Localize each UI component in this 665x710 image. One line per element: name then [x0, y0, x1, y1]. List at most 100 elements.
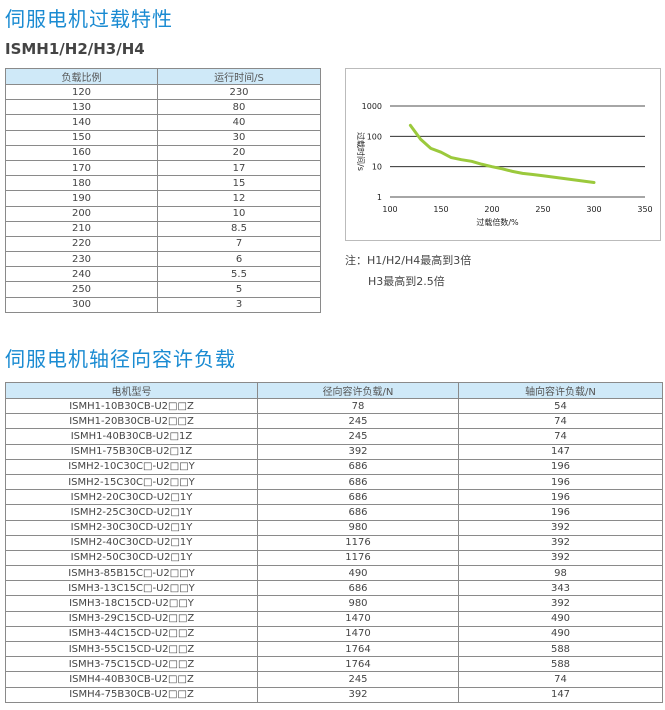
- table-cell: ISMH3-55C15CD-U2□□Z: [5, 640, 258, 658]
- table-row: ISMH2-30C30CD-U2□1Y 980 392: [5, 519, 663, 536]
- table-cell: 686: [257, 580, 459, 597]
- table-cell: 20: [157, 144, 321, 161]
- table-cell: 147: [458, 686, 663, 703]
- table-cell: 392: [458, 519, 663, 536]
- table-row: 160 20: [5, 144, 321, 161]
- table-cell: ISMH2-50C30CD-U2□1Y: [5, 549, 258, 567]
- table-cell: 980: [257, 595, 459, 612]
- table-cell: 98: [458, 565, 663, 582]
- table-cell: ISMH3-18C15CD-U2□□Y: [5, 595, 258, 612]
- data-line: [408, 123, 596, 185]
- header-row: 电机型号 径向容许负载/N 轴向容许负载/N: [5, 382, 663, 399]
- header-cell: 轴向容许负载/N: [458, 382, 663, 399]
- load-table: 电机型号 径向容许负载/N 轴向容许负载/N ISMH1-10B30CB-U2□□Z 7…: [5, 382, 663, 703]
- table-cell: 74: [458, 428, 663, 445]
- table-cell: 78: [257, 397, 459, 415]
- table-row: ISMH2-10C30C□-U2□□Y 686 196: [5, 458, 663, 475]
- table-row: ISMH1-20B30CB-U2□□Z 245 74: [5, 413, 663, 430]
- table-row: 240 5.5: [5, 266, 321, 283]
- table-row: ISMH3-44C15CD-U2□□Z 1470 490: [5, 625, 663, 643]
- table-cell: 392: [257, 686, 459, 703]
- table-cell: ISMH4-40B30CB-U2□□Z: [5, 671, 258, 688]
- table-cell: ISMH2-15C30C□-U2□□Y: [5, 473, 258, 491]
- table-cell: 230: [157, 83, 321, 101]
- table-cell: 74: [458, 413, 663, 430]
- table-cell: 54: [458, 397, 663, 415]
- table-cell: 5.5: [157, 266, 321, 283]
- y-tick-label: 100: [367, 132, 382, 141]
- table-row: ISMH3-75C15CD-U2□□Z 1764 588: [5, 656, 663, 673]
- table-row: 200 10: [5, 205, 321, 222]
- table-row: ISMH2-15C30C□-U2□□Y 686 196: [5, 473, 663, 491]
- table-cell: ISMH3-75C15CD-U2□□Z: [5, 656, 258, 673]
- table-cell: 150: [5, 129, 158, 146]
- table-row: ISMH3-85B15C□-U2□□Y 490 98: [5, 565, 663, 582]
- table-cell: 490: [458, 625, 663, 643]
- overload-table: 负载比例 运行时间/S 120 230 130 80 140 40 150 30 160 20 170 1…: [5, 68, 321, 313]
- table-cell: 240: [5, 266, 158, 283]
- table-row: ISMH2-40C30CD-U2□1Y 1176 392: [5, 534, 663, 551]
- table-cell: 392: [458, 595, 663, 612]
- table-cell: 40: [157, 114, 321, 131]
- table-cell: 140: [5, 114, 158, 131]
- table-row: 120 230: [5, 83, 321, 101]
- table-cell: 245: [257, 671, 459, 688]
- header-cell: 径向容许负载/N: [257, 382, 459, 399]
- table-row: ISMH3-13C15C□-U2□□Y 686 343: [5, 580, 663, 597]
- table-cell: 1176: [257, 534, 459, 551]
- table-row: 180 15: [5, 175, 321, 192]
- table-row: 210 8.5: [5, 220, 321, 237]
- section-title: 伺服电机过载特性: [5, 7, 173, 31]
- y-tick-label: 10: [372, 163, 382, 172]
- table-cell: 588: [458, 656, 663, 673]
- table-cell: 74: [458, 671, 663, 688]
- note-line: H3最高到2.5倍: [368, 275, 445, 288]
- table-cell: ISMH2-25C30CD-U2□1Y: [5, 504, 258, 521]
- table-cell: ISMH1-75B30CB-U2□1Z: [5, 443, 258, 460]
- header-cell: 运行时间/S: [157, 68, 321, 85]
- table-cell: 1764: [257, 656, 459, 673]
- x-axis-label: 过载倍数/%: [476, 217, 519, 227]
- header-cell: 电机型号: [5, 382, 258, 399]
- table-row: 300 3: [5, 296, 321, 313]
- table-cell: ISMH3-29C15CD-U2□□Z: [5, 610, 258, 627]
- table-cell: 196: [458, 458, 663, 475]
- table-cell: ISMH1-40B30CB-U2□1Z: [5, 428, 258, 445]
- table-row: 150 30: [5, 129, 321, 146]
- table-cell: 686: [257, 458, 459, 475]
- table-row: ISMH4-75B30CB-U2□□Z 392 147: [5, 686, 663, 703]
- table-row: ISMH2-25C30CD-U2□1Y 686 196: [5, 504, 663, 521]
- table-row: ISMH4-40B30CB-U2□□Z 245 74: [5, 671, 663, 688]
- table-cell: ISMH1-20B30CB-U2□□Z: [5, 413, 258, 430]
- note-line: 注：H1/H2/H4最高到3倍: [345, 254, 472, 267]
- table-row: 170 17: [5, 159, 321, 177]
- table-cell: 686: [257, 504, 459, 521]
- table-cell: 490: [458, 610, 663, 627]
- x-tick-label: 200: [484, 205, 499, 214]
- table-cell: ISMH2-40C30CD-U2□1Y: [5, 534, 258, 551]
- table-cell: 196: [458, 504, 663, 521]
- table-cell: ISMH1-10B30CB-U2□□Z: [5, 397, 258, 415]
- table-cell: 392: [257, 443, 459, 460]
- table-cell: 160: [5, 144, 158, 161]
- table-row: ISMH3-55C15CD-U2□□Z 1764 588: [5, 640, 663, 658]
- table-cell: 180: [5, 175, 158, 192]
- x-tick-label: 100: [382, 205, 397, 214]
- table-row: 130 80: [5, 99, 321, 116]
- table-cell: 120: [5, 83, 158, 101]
- table-row: ISMH2-20C30CD-U2□1Y 686 196: [5, 489, 663, 506]
- table-cell: 147: [458, 443, 663, 460]
- section-title: 伺服电机轴径向容许负载: [5, 347, 236, 371]
- table-cell: 490: [257, 565, 459, 582]
- x-tick-label: 150: [433, 205, 448, 214]
- table-cell: 3: [157, 296, 321, 313]
- table-cell: 980: [257, 519, 459, 536]
- table-row: ISMH1-75B30CB-U2□1Z 392 147: [5, 443, 663, 460]
- header-row: 负载比例 运行时间/S: [5, 68, 321, 85]
- table-cell: ISMH4-75B30CB-U2□□Z: [5, 686, 258, 703]
- y-tick-label: 1000: [362, 102, 382, 111]
- table-cell: 170: [5, 159, 158, 177]
- table-row: 140 40: [5, 114, 321, 131]
- table-cell: 686: [257, 489, 459, 506]
